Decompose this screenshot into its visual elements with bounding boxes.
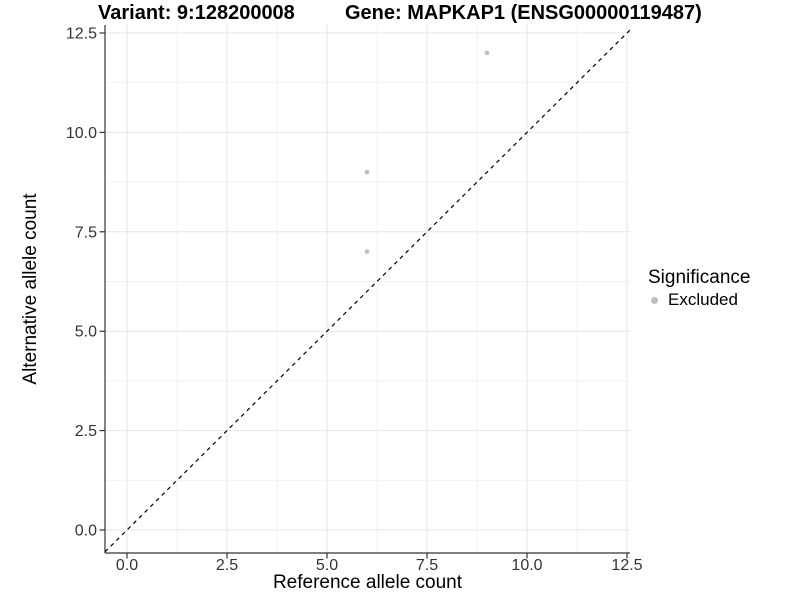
x-tick-label: 7.5 xyxy=(416,557,438,574)
legend-item-excluded: Excluded xyxy=(648,291,750,309)
x-tick-label: 0.0 xyxy=(116,557,138,574)
y-tick-label: 5.0 xyxy=(75,324,97,341)
y-tick-label: 0.0 xyxy=(75,523,97,540)
y-tick-label: 7.5 xyxy=(75,224,97,241)
identity-line xyxy=(105,29,630,553)
excluded-point-icon xyxy=(651,296,658,304)
y-tick-label: 12.5 xyxy=(66,26,97,43)
y-tick-label: 10.0 xyxy=(66,125,97,142)
y-tick-label: 2.5 xyxy=(75,423,97,440)
x-tick-label: 12.5 xyxy=(611,557,642,574)
data-point xyxy=(364,249,370,254)
x-tick-label: 2.5 xyxy=(216,557,238,574)
data-point xyxy=(484,50,490,56)
plot-title-gene: Gene: MAPKAP1 (ENSG00000119487) xyxy=(345,2,702,24)
x-tick-label: 10.0 xyxy=(511,557,542,574)
legend-item-label: Excluded xyxy=(668,290,738,309)
plot-title-variant: Variant: 9:128200008 xyxy=(98,2,295,24)
y-axis-title: Alternative allele count xyxy=(20,193,41,385)
x-axis-title: Reference allele count xyxy=(272,572,463,593)
data-point xyxy=(364,169,370,175)
legend: Significance Excluded xyxy=(648,267,750,309)
legend-title: Significance xyxy=(648,267,751,288)
x-tick-label: 5.0 xyxy=(316,557,338,574)
